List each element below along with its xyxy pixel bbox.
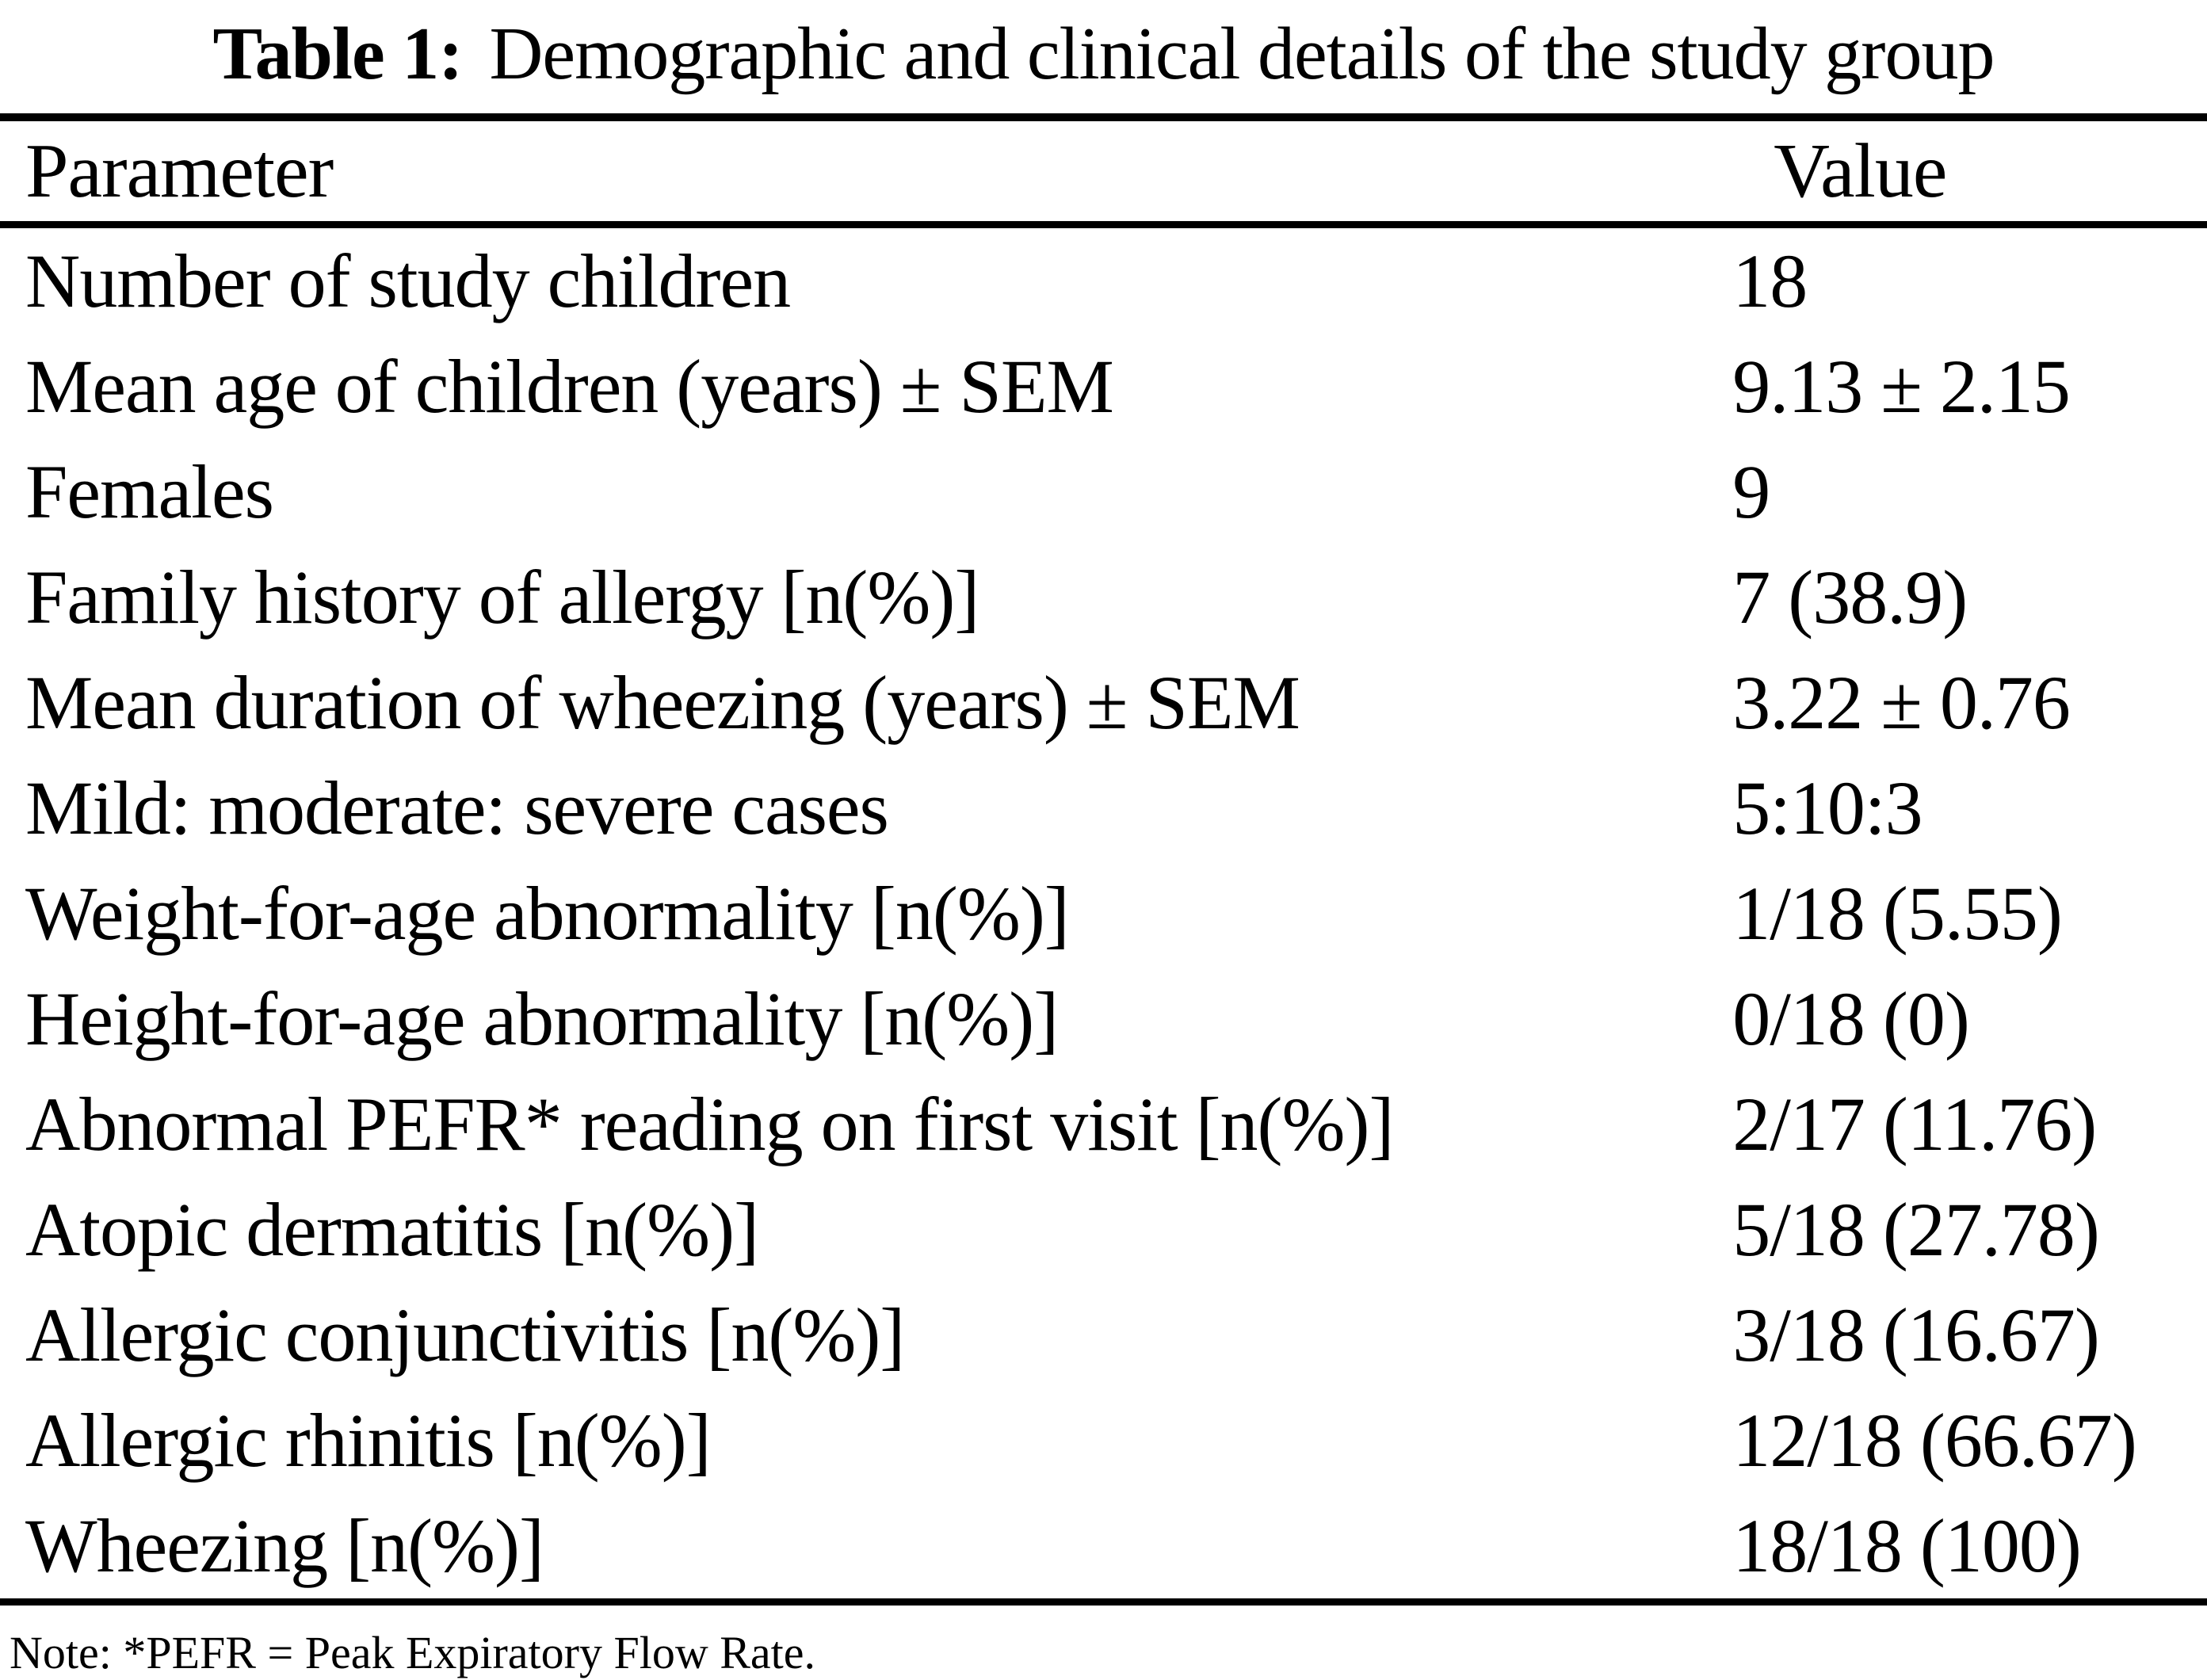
value-cell: 2/17 (11.76) [1732,1082,2097,1167]
table-row: Wheezing [n(%)] 18/18 (100) [0,1493,2207,1606]
header-row: Parameter Value [0,117,2207,229]
table-title-text: Demographic and clinical details of the … [489,13,1995,95]
parameter-cell: Height-for-age abnormality [n(%)] [25,976,1059,1062]
table-row: Height-for-age abnormality [n(%)] 0/18 (… [0,966,2207,1071]
table-title: Table 1: Demographic and clinical details… [0,13,2207,96]
table-row: Mean duration of wheezing (years) ± SEM … [0,650,2207,755]
parameter-cell: Allergic rhinitis [n(%)] [25,1398,712,1483]
column-header-value: Value [1732,117,2207,229]
table-row: Family history of allergy [n(%)] 7 (38.9… [0,544,2207,650]
table-row: Number of study children 18 [0,225,2207,334]
table-title-label: Table 1: [212,13,464,95]
parameter-cell: Number of study children [25,239,791,324]
parameter-cell: Abnormal PEFR* reading on first visit [n… [25,1082,1394,1167]
column-header-parameter: Parameter [0,117,1733,229]
table-row: Mean age of children (years) ± SEM 9.13 … [0,334,2207,439]
table-row: Atopic dermatitis [n(%)] 5/18 (27.78) [0,1177,2207,1282]
table-note: Note: *PEFR = Peak Expiratory Flow Rate. [10,1627,816,1679]
value-cell: 5:10:3 [1732,766,1923,851]
value-cell: 0/18 (0) [1732,976,1970,1062]
parameter-cell: Wheezing [n(%)] [0,1493,1733,1606]
demographics-table: Parameter Value Number of study children… [0,113,2207,1606]
value-cell: 9 [1732,449,1770,535]
value-cell: 1/18 (5.55) [1732,871,2063,956]
value-cell: 5/18 (27.78) [1732,1187,2100,1273]
table-row: Mild: moderate: severe cases 5:10:3 [0,755,2207,861]
parameter-cell: Mean age of children (years) ± SEM [25,344,1114,430]
value-cell: 18/18 (100) [1732,1493,2207,1606]
parameter-cell: Females [25,449,274,535]
value-cell: 3/18 (16.67) [1732,1292,2100,1378]
value-cell: 3.22 ± 0.76 [1732,660,2071,746]
parameter-cell: Family history of allergy [n(%)] [25,555,979,640]
parameter-cell: Allergic conjunctivitis [n(%)] [25,1292,905,1378]
parameter-cell: Mean duration of wheezing (years) ± SEM [25,660,1300,746]
parameter-cell: Atopic dermatitis [n(%)] [25,1187,759,1273]
table-row: Allergic conjunctivitis [n(%)] 3/18 (16.… [0,1282,2207,1388]
table-row: Abnormal PEFR* reading on first visit [n… [0,1071,2207,1177]
value-cell: 9.13 ± 2.15 [1732,344,2071,430]
table-row: Females 9 [0,439,2207,544]
value-cell: 12/18 (66.67) [1732,1398,2137,1483]
parameter-cell: Mild: moderate: severe cases [25,766,889,851]
parameter-cell: Weight-for-age abnormality [n(%)] [25,871,1070,956]
table-row: Allergic rhinitis [n(%)] 12/18 (66.67) [0,1388,2207,1493]
value-cell: 18 [1732,239,1808,324]
table-row: Weight-for-age abnormality [n(%)] 1/18 (… [0,861,2207,966]
value-cell: 7 (38.9) [1732,555,1968,640]
